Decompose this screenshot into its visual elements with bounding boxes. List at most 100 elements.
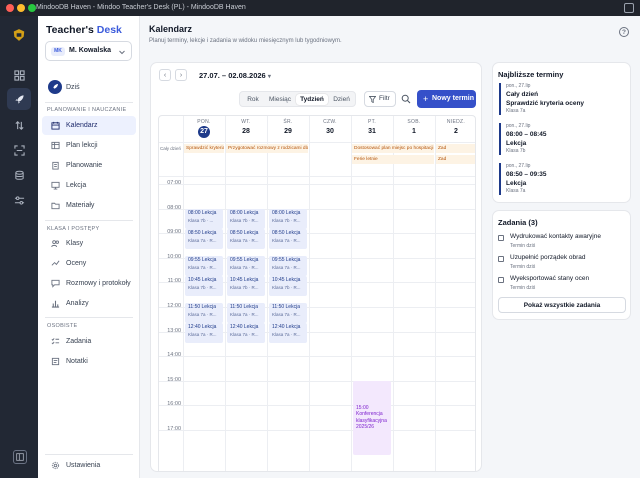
day-header[interactable]: WT. 28	[225, 116, 267, 142]
title-bar: MindooDB Haven - Mindoo Teacher's Desk (…	[0, 0, 640, 16]
grid-vline	[309, 116, 310, 471]
day-header[interactable]: SOB. 1	[393, 116, 435, 142]
help-icon[interactable]: ?	[619, 27, 629, 37]
dashboard-icon[interactable]	[7, 64, 31, 86]
tab-week[interactable]: Tydzień	[296, 94, 328, 105]
task-checkbox[interactable]	[498, 235, 504, 241]
folder-icon	[47, 196, 63, 215]
lesson-event[interactable]: 12:40 Lekcja Klasa 7a · R...	[185, 323, 223, 344]
maximize-window-button[interactable]	[28, 4, 36, 12]
upcoming-item[interactable]: pon., 27.lip Cały dzień Sprawdzić kryter…	[499, 83, 627, 115]
lesson-event[interactable]: 09:55 Lekcja Klasa 7a · R...	[227, 255, 265, 276]
lesson-event[interactable]: 11:50 Lekcja Klasa 7a · R...	[269, 302, 307, 323]
hour-label: 13:00	[167, 327, 181, 334]
grid-vline	[267, 116, 268, 471]
allday-event[interactable]: Zad	[436, 155, 475, 164]
task-due: Termin dziś	[510, 285, 536, 291]
hour-label: 07:00	[167, 180, 181, 186]
close-window-button[interactable]	[6, 4, 14, 12]
day-header[interactable]: CZW. 30	[309, 116, 351, 142]
allday-event[interactable]: Sprawdzić kryteria oceny	[184, 144, 224, 153]
minimize-window-button[interactable]	[17, 4, 25, 12]
nav-item-lesson[interactable]: Lekcja	[42, 176, 136, 195]
grid-vline	[225, 116, 226, 471]
nav-item-lesson-plan[interactable]: Plan lekcji	[42, 136, 136, 155]
presentation-icon	[47, 176, 63, 195]
lesson-event[interactable]: 09:55 Lekcja Klasa 7a · R...	[185, 255, 223, 276]
window-layout-icon[interactable]	[624, 3, 634, 13]
brand-logo: Teacher's Desk	[46, 24, 122, 36]
lesson-event[interactable]: 12:40 Lekcja Klasa 7a · R...	[269, 323, 307, 344]
user-switcher[interactable]: MK M. Kowalska	[45, 41, 132, 61]
rocket-icon[interactable]	[7, 88, 31, 110]
lesson-event[interactable]: 11:50 Lekcja Klasa 7a · R...	[227, 302, 265, 323]
divider	[45, 454, 133, 455]
allday-event[interactable]: Ferie letnie	[352, 155, 434, 164]
upcoming-item[interactable]: pon., 27.lip 08:50 – 09:35 Lekcja Klasa …	[499, 163, 627, 195]
conference-event[interactable]: 15:00 Konferencja klasyfikacyjna 2025/26	[353, 380, 391, 455]
day-header[interactable]: PT. 31	[351, 116, 393, 142]
event-time: 11:50 Lekcja	[188, 303, 216, 310]
event-time: 08:00 Lekcja	[230, 209, 259, 216]
upcoming-name: Sprawdzić kryteria oceny	[506, 100, 585, 107]
lesson-event[interactable]: 09:55 Lekcja Klasa 7a · R...	[269, 255, 307, 276]
allday-event[interactable]: Zad	[436, 144, 475, 153]
nav-item-classes[interactable]: Klasy	[42, 234, 136, 253]
nav-item-grades[interactable]: Oceny	[42, 254, 136, 273]
prev-week-button[interactable]: ‹	[159, 69, 171, 81]
filter-button[interactable]: Filtr	[364, 91, 396, 107]
tab-day[interactable]: Dzień	[333, 96, 350, 103]
lesson-event[interactable]: 08:00 Lekcja Klasa 7b · ...	[185, 208, 223, 229]
event-class: Klasa 7b · R...	[272, 285, 301, 291]
sliders-icon[interactable]	[7, 189, 31, 211]
nav-item-planning[interactable]: Planowanie	[42, 156, 136, 175]
nav-item-materials[interactable]: Materiały	[42, 196, 136, 215]
date-range-picker[interactable]: 27.07. – 02.08.2026 ▾	[199, 71, 271, 80]
toggle-sidebar-icon[interactable]	[13, 450, 27, 464]
task-checkbox[interactable]	[498, 277, 504, 283]
new-event-button[interactable]: + Nowy termin	[417, 90, 476, 108]
lesson-event[interactable]: 08:50 Lekcja Klasa 7a · R...	[269, 229, 307, 250]
lesson-event[interactable]: 11:50 Lekcja Klasa 7a · R...	[185, 302, 223, 323]
lesson-event[interactable]: 12:40 Lekcja Klasa 7a · R...	[227, 323, 265, 344]
day-header[interactable]: ŚR. 29	[267, 116, 309, 142]
nav-label: Oceny	[66, 260, 87, 267]
nav-item-talks[interactable]: Rozmowy i protokoły	[42, 274, 136, 293]
lesson-event[interactable]: 08:50 Lekcja Klasa 7a · R...	[227, 229, 265, 250]
database-icon[interactable]	[7, 164, 31, 186]
nav-item-tasks[interactable]: Zadania	[42, 332, 136, 351]
upcoming-item[interactable]: pon., 27.lip 08:00 – 08:45 Lekcja Klasa …	[499, 123, 627, 155]
task-checkbox[interactable]	[498, 256, 504, 262]
nav-item-analytics[interactable]: Analizy	[42, 294, 136, 313]
allday-event[interactable]: Przygotować rozmowy z rodzicami dla 7b	[226, 144, 308, 153]
day-header[interactable]: PON. 27	[183, 116, 225, 142]
show-all-tasks-button[interactable]: Pokaż wszystkie zadania	[498, 297, 626, 313]
nav-item-home[interactable]: Dziś	[42, 76, 136, 98]
lesson-event[interactable]: 08:00 Lekcja Klasa 7b · R...	[227, 208, 265, 229]
calendar-card: ‹ › 27.07. – 02.08.2026 ▾ Rok Miesiąc Ty…	[150, 62, 482, 472]
tab-month[interactable]: Miesiąc	[268, 96, 292, 103]
next-week-button[interactable]: ›	[175, 69, 187, 81]
lesson-event[interactable]: 08:00 Lekcja Klasa 7b · R...	[269, 208, 307, 229]
hour-label: 16:00	[167, 401, 181, 408]
tasks-title: Zadania (3)	[498, 218, 538, 227]
lesson-event[interactable]: 08:50 Lekcja Klasa 7a · R...	[185, 229, 223, 250]
lesson-event[interactable]: 10:45 Lekcja Klasa 7b · R...	[227, 276, 265, 297]
icon-rail	[0, 16, 38, 478]
search-icon[interactable]	[401, 94, 411, 104]
day-name: NIEDZ.	[446, 119, 466, 125]
nav-item-notes[interactable]: Notatki	[42, 352, 136, 371]
sort-arrows-icon[interactable]	[7, 114, 31, 136]
day-header[interactable]: NIEDZ. 2	[435, 116, 475, 142]
grid-hline	[159, 208, 475, 210]
nav-label: Plan lekcji	[66, 142, 98, 149]
allday-event[interactable]: Dostosować plan miejsc po hospitacji	[352, 144, 434, 153]
lesson-event[interactable]: 10:45 Lekcja Klasa 7b · R...	[269, 276, 307, 297]
tab-year[interactable]: Rok	[247, 96, 259, 103]
nav-item-calendar[interactable]: Kalendarz	[42, 116, 136, 135]
scan-icon[interactable]	[7, 139, 31, 161]
day-number: 29	[284, 128, 292, 135]
nav-item-settings[interactable]: Ustawienia	[42, 456, 136, 475]
lesson-event[interactable]: 10:45 Lekcja Klasa 7b · R...	[185, 276, 223, 297]
event-class: Klasa 7a · R...	[272, 332, 301, 338]
